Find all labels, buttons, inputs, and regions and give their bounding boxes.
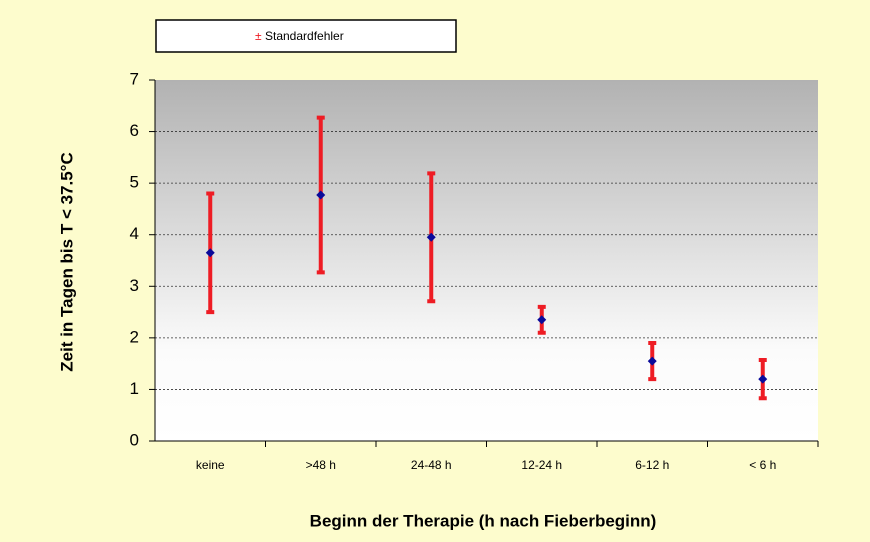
x-tick-label: keine [196,458,225,472]
y-tick-label: 3 [130,276,139,295]
marker [426,232,436,242]
x-tick-label: >48 h [306,458,336,472]
y-axis-title: Zeit in Tagen bis T < 37.5°C [57,152,76,372]
y-tick-label: 0 [130,430,139,449]
marker [758,374,768,384]
marker [537,315,547,325]
x-tick-label: 6-12 h [635,458,669,472]
y-tick-label: 4 [130,224,139,243]
x-tick-label: 12-24 h [521,458,562,472]
x-tick-label: 24-48 h [411,458,452,472]
legend [155,19,457,53]
y-tick-label: 1 [130,379,139,398]
marker [205,248,215,258]
x-axis-title: Beginn der Therapie (h nach Fieberbeginn… [310,511,657,530]
y-tick-label: 7 [130,69,139,88]
y-tick-label: 5 [130,173,139,192]
marker [316,190,326,200]
y-tick-label: 6 [130,121,139,140]
legend-label: Standardfehler [265,29,344,43]
legend-symbol: ± [255,29,262,43]
plot-area [155,80,818,441]
x-tick-label: < 6 h [749,458,776,472]
marker [647,356,657,366]
y-tick-label: 2 [130,327,139,346]
